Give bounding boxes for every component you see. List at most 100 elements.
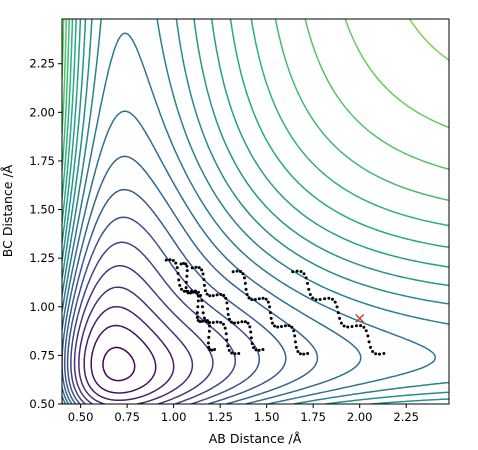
trajectory-point-138 xyxy=(202,283,206,287)
y-tick-label-3: 1.25 xyxy=(29,251,55,265)
trajectory-point-87 xyxy=(350,325,354,329)
trajectory-point-2 xyxy=(171,259,175,263)
trajectory-point-108 xyxy=(186,291,190,295)
trajectory-point-31 xyxy=(233,352,237,356)
trajectory-point-131 xyxy=(213,348,217,352)
trajectory-point-57 xyxy=(290,325,294,329)
trajectory-point-25 xyxy=(223,326,227,330)
trajectory-point-56 xyxy=(287,324,291,328)
trajectory-point-43 xyxy=(253,298,257,302)
trajectory-point-99 xyxy=(179,262,183,266)
trajectory-point-65 xyxy=(306,351,310,355)
contour-level-14 xyxy=(62,19,449,268)
trajectory-point-60 xyxy=(293,340,297,344)
trajectory-point-113 xyxy=(196,294,200,298)
trajectory-point-155 xyxy=(243,320,247,324)
trajectory-point-88 xyxy=(354,324,358,328)
trajectory-point-8 xyxy=(180,287,184,291)
trajectory-point-61 xyxy=(294,345,298,349)
trajectory-point-34 xyxy=(235,269,239,273)
x-axis-title: AB Distance /Å xyxy=(209,431,302,446)
trajectory-point-161 xyxy=(252,346,256,350)
trajectory-point-7 xyxy=(178,283,182,287)
trajectory-point-44 xyxy=(257,297,261,301)
trajectory-point-52 xyxy=(273,324,277,328)
trajectory-point-74 xyxy=(311,296,315,300)
contour-level-2 xyxy=(83,305,175,402)
trajectory-point-86 xyxy=(346,325,350,329)
trajectory-point-66 xyxy=(291,270,295,274)
contour-level-1 xyxy=(90,324,157,394)
trajectory-point-94 xyxy=(369,345,373,349)
contour-level-0 xyxy=(102,346,136,382)
trajectory-point-45 xyxy=(261,296,265,300)
trajectory-point-5 xyxy=(176,272,180,276)
trajectory-point-154 xyxy=(240,320,244,324)
trajectory-point-130 xyxy=(210,348,214,352)
trajectory-point-81 xyxy=(335,305,339,309)
trajectory-point-164 xyxy=(261,348,265,352)
trajectory-points xyxy=(164,258,386,356)
trajectory-point-90 xyxy=(362,325,366,329)
trajectory-point-120 xyxy=(201,319,205,323)
trajectory-point-116 xyxy=(195,311,199,315)
x-tick-label-3: 1.25 xyxy=(207,410,233,424)
trajectory-point-55 xyxy=(283,324,287,328)
x-tick-label-7: 2.25 xyxy=(393,410,419,424)
contour-level-4 xyxy=(73,264,214,404)
trajectory-point-1 xyxy=(168,258,172,262)
trajectory-point-18 xyxy=(202,316,206,320)
contour-level-9 xyxy=(62,110,362,404)
trajectory-point-96 xyxy=(374,352,378,356)
trajectory-point-21 xyxy=(211,320,215,324)
trajectory-point-105 xyxy=(184,280,188,284)
trajectory-point-97 xyxy=(377,352,381,356)
y-axis-title: BC Distance /Å xyxy=(0,164,15,257)
x-tick-label-4: 1.50 xyxy=(254,410,280,424)
y-axis-ticks: 0.50 0.75 1.00 1.25 1.50 1.75 2.00 2.25 xyxy=(29,57,62,411)
trajectory-point-33 xyxy=(231,270,235,274)
trajectory-point-50 xyxy=(269,316,273,320)
trajectory-point-16 xyxy=(200,305,204,309)
trajectory-point-3 xyxy=(174,261,178,265)
trajectory-point-58 xyxy=(292,329,296,333)
trajectory-point-103 xyxy=(185,269,189,273)
trajectory-point-53 xyxy=(276,325,280,329)
trajectory-point-78 xyxy=(327,296,331,300)
trajectory-point-142 xyxy=(211,294,215,298)
trajectory-point-135 xyxy=(200,268,204,272)
trajectory-point-27 xyxy=(225,338,229,342)
trajectory-point-79 xyxy=(330,297,334,301)
trajectory-point-106 xyxy=(184,286,188,290)
trajectory-point-134 xyxy=(197,266,201,270)
contour-level-6 xyxy=(66,216,261,404)
trajectory-point-109 xyxy=(188,291,192,295)
trajectory-point-24 xyxy=(221,322,225,326)
trajectory-point-104 xyxy=(185,274,189,278)
trajectory-point-141 xyxy=(208,294,212,298)
trajectory-point-143 xyxy=(215,293,219,297)
trajectory-point-124 xyxy=(208,324,212,328)
trajectory-point-162 xyxy=(254,348,258,352)
trajectory-point-151 xyxy=(229,320,233,324)
trajectory-point-128 xyxy=(207,345,211,349)
trajectory-point-115 xyxy=(196,305,200,309)
trajectory-point-126 xyxy=(207,335,211,339)
trajectory-point-117 xyxy=(195,316,199,320)
trajectory-point-158 xyxy=(249,330,253,334)
trajectory-point-17 xyxy=(201,311,205,315)
trajectory-point-26 xyxy=(224,332,228,336)
trajectory-point-35 xyxy=(238,269,242,273)
trajectory-point-91 xyxy=(364,329,368,333)
trajectory-point-163 xyxy=(257,348,261,352)
trajectory-point-40 xyxy=(245,292,249,296)
plot-frame xyxy=(61,18,450,405)
x-tick-label-1: 0.75 xyxy=(114,410,140,424)
trajectory-point-75 xyxy=(314,298,318,302)
trajectory-point-159 xyxy=(249,336,253,340)
trajectory-point-68 xyxy=(299,269,303,273)
x-tick-label-0: 0.50 xyxy=(68,410,94,424)
trajectory-point-139 xyxy=(203,289,207,293)
trajectory-point-47 xyxy=(266,300,270,304)
